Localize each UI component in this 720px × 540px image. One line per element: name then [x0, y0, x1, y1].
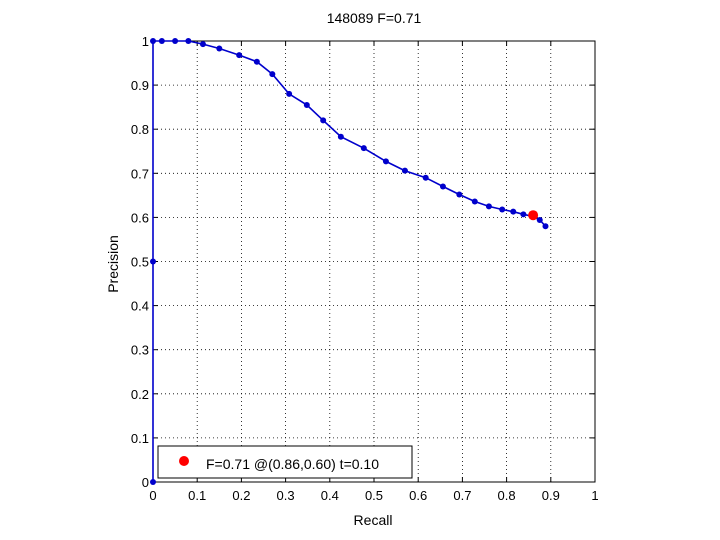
series-point — [542, 223, 549, 230]
series-point — [485, 203, 492, 210]
series-point — [269, 71, 276, 78]
y-tick-label: 0 — [142, 475, 149, 490]
grid-lines — [153, 41, 595, 482]
series-point — [382, 158, 389, 165]
x-tick-label: 0.1 — [188, 488, 206, 503]
x-tick-label: 0.4 — [321, 488, 339, 503]
series-point — [286, 90, 293, 97]
series-point — [150, 38, 156, 44]
x-tick-label: 0.8 — [498, 488, 516, 503]
series-point — [303, 101, 310, 108]
y-tick-label: 0.8 — [131, 122, 149, 137]
y-tick-label: 0.5 — [131, 255, 149, 270]
best-f-point — [528, 210, 539, 221]
y-tick-label: 0.1 — [131, 431, 149, 446]
y-tick-label: 0.4 — [131, 299, 149, 314]
y-tick-label: 0.9 — [131, 78, 149, 93]
series-point — [236, 52, 243, 59]
x-axis-label: Recall — [354, 512, 393, 528]
x-tick-labels: 0 0.1 0.2 0.3 0.4 0.5 0.6 0.7 0.8 0.9 1 — [149, 488, 598, 503]
legend-box — [157, 445, 413, 479]
legend-label: F=0.71 @(0.86,0.60) t=0.10 — [206, 456, 379, 472]
series-point — [520, 211, 527, 218]
series-point — [510, 208, 517, 215]
x-tick-label: 0.7 — [453, 488, 471, 503]
x-tick-label: 0.2 — [232, 488, 250, 503]
series-point — [150, 479, 156, 485]
x-tick-label: 0.6 — [409, 488, 427, 503]
legend: F=0.71 @(0.86,0.60) t=0.10 — [157, 445, 413, 479]
y-tick-label: 0.3 — [131, 343, 149, 358]
y-tick-label: 0.2 — [131, 387, 149, 402]
y-tick-label: 0.6 — [131, 210, 149, 225]
series-point — [536, 217, 543, 224]
y-axis-label: Precision — [105, 235, 121, 293]
series-point — [360, 145, 367, 152]
series-point — [337, 133, 344, 140]
x-tick-label: 0.9 — [542, 488, 560, 503]
x-tick-label: 1 — [591, 488, 598, 503]
legend-marker — [179, 456, 189, 466]
series-point — [456, 191, 463, 198]
series-point — [499, 206, 506, 213]
series-point — [471, 198, 478, 205]
series-point — [158, 38, 165, 44]
x-tick-label: 0 — [149, 488, 156, 503]
y-tick-label: 1 — [142, 34, 149, 49]
series-point — [422, 174, 429, 181]
series-point — [401, 167, 408, 174]
series-point — [253, 58, 260, 65]
series-point — [199, 41, 206, 48]
series-point — [172, 38, 179, 44]
series-point — [320, 117, 327, 124]
y-tick-label: 0.7 — [131, 166, 149, 181]
chart-title: 148089 F=0.71 — [327, 10, 422, 26]
x-tick-label: 0.5 — [365, 488, 383, 503]
series-point — [185, 38, 192, 44]
series-point — [150, 258, 156, 265]
y-tick-labels: 0 0.1 0.2 0.3 0.4 0.5 0.6 0.7 0.8 0.9 1 — [131, 34, 149, 490]
series-point — [439, 183, 446, 190]
series-point — [216, 45, 223, 52]
x-tick-label: 0.3 — [277, 488, 295, 503]
